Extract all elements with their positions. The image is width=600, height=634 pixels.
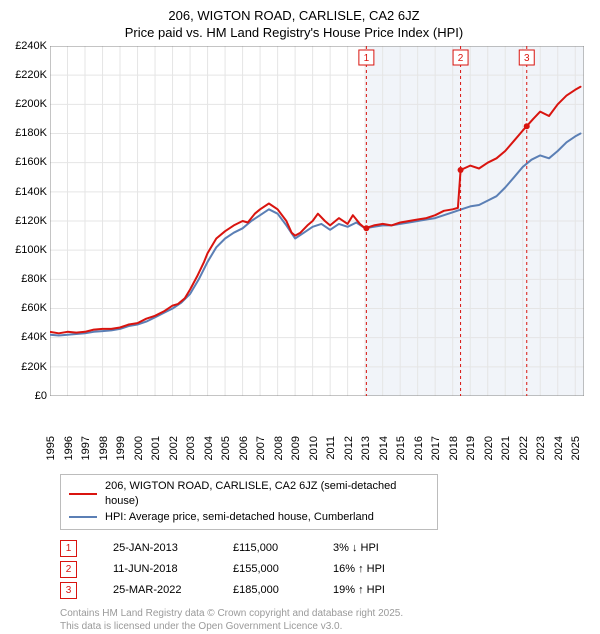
sale-date: 25-JAN-2013 — [113, 538, 233, 559]
x-axis-tick: 2001 — [148, 436, 162, 460]
x-axis-tick: 1995 — [43, 436, 57, 460]
x-axis-tick: 2007 — [253, 436, 267, 460]
x-axis-tick: 2019 — [463, 436, 477, 460]
y-axis-tick: £140K — [0, 186, 50, 198]
svg-text:1: 1 — [364, 53, 370, 64]
x-axis-tick: 2025 — [568, 436, 582, 460]
x-axis-tick: 2023 — [533, 436, 547, 460]
footer-line: This data is licensed under the Open Gov… — [60, 620, 588, 634]
sale-pct: 16% ↑ HPI — [333, 559, 443, 580]
y-axis-tick: £60K — [0, 302, 50, 314]
x-axis-tick: 2024 — [551, 436, 565, 460]
table-row: 1 25-JAN-2013 £115,000 3% ↓ HPI — [60, 538, 588, 559]
x-axis-tick: 2009 — [288, 436, 302, 460]
legend-item: 206, WIGTON ROAD, CARLISLE, CA2 6JZ (sem… — [69, 479, 429, 510]
legend-label: HPI: Average price, semi-detached house,… — [105, 510, 374, 525]
footer: Contains HM Land Registry data © Crown c… — [60, 607, 588, 634]
y-axis-tick: £220K — [0, 69, 50, 81]
footer-line: Contains HM Land Registry data © Crown c… — [60, 607, 588, 621]
x-axis-tick: 2013 — [358, 436, 372, 460]
x-axis-tick: 2012 — [341, 436, 355, 460]
svg-text:3: 3 — [524, 53, 530, 64]
sale-price: £185,000 — [233, 580, 333, 601]
y-axis-tick: £100K — [0, 244, 50, 256]
sale-pct: 3% ↓ HPI — [333, 538, 443, 559]
x-axis-tick: 2022 — [516, 436, 530, 460]
chart-area: 123 £0£20K£40K£60K£80K£100K£120K£140K£16… — [50, 46, 588, 436]
x-axis-tick: 2005 — [218, 436, 232, 460]
y-axis-tick: £40K — [0, 331, 50, 343]
x-axis-tick: 2004 — [201, 436, 215, 460]
sale-price: £115,000 — [233, 538, 333, 559]
x-axis-tick: 2003 — [183, 436, 197, 460]
sale-date: 11-JUN-2018 — [113, 559, 233, 580]
legend-label: 206, WIGTON ROAD, CARLISLE, CA2 6JZ (sem… — [105, 479, 429, 510]
sale-marker-box: 2 — [60, 561, 77, 578]
y-axis-tick: £20K — [0, 361, 50, 373]
y-axis-tick: £160K — [0, 156, 50, 168]
x-axis-tick: 2010 — [306, 436, 320, 460]
chart-subtitle: Price paid vs. HM Land Registry's House … — [0, 25, 588, 42]
x-axis-tick: 2017 — [428, 436, 442, 460]
table-row: 3 25-MAR-2022 £185,000 19% ↑ HPI — [60, 580, 588, 601]
x-axis-tick: 2000 — [131, 436, 145, 460]
x-axis-tick: 2016 — [411, 436, 425, 460]
sale-marker-box: 3 — [60, 582, 77, 599]
legend-swatch — [69, 516, 97, 518]
chart-title: 206, WIGTON ROAD, CARLISLE, CA2 6JZ — [0, 8, 588, 25]
sale-price: £155,000 — [233, 559, 333, 580]
svg-text:2: 2 — [458, 53, 464, 64]
x-axis-tick: 2006 — [236, 436, 250, 460]
x-axis-tick: 2008 — [271, 436, 285, 460]
x-axis-tick: 2020 — [481, 436, 495, 460]
x-axis-tick: 2018 — [446, 436, 460, 460]
sale-date: 25-MAR-2022 — [113, 580, 233, 601]
line-chart: 1 2 3 — [50, 46, 584, 396]
y-axis-tick: £120K — [0, 215, 50, 227]
x-axis-tick: 2011 — [323, 436, 337, 460]
sale-pct: 19% ↑ HPI — [333, 580, 443, 601]
y-axis-tick: £200K — [0, 98, 50, 110]
x-axis-tick: 1997 — [78, 436, 92, 460]
x-axis-tick: 1998 — [96, 436, 110, 460]
page-root: 206, WIGTON ROAD, CARLISLE, CA2 6JZ Pric… — [0, 0, 600, 590]
x-axis-tick: 1999 — [113, 436, 127, 460]
table-row: 2 11-JUN-2018 £155,000 16% ↑ HPI — [60, 559, 588, 580]
x-axis-tick: 2014 — [376, 436, 390, 460]
y-axis-tick: £180K — [0, 127, 50, 139]
legend-item: HPI: Average price, semi-detached house,… — [69, 510, 429, 525]
x-axis-tick: 2002 — [166, 436, 180, 460]
x-axis-tick: 2015 — [393, 436, 407, 460]
legend: 206, WIGTON ROAD, CARLISLE, CA2 6JZ (sem… — [60, 474, 438, 530]
x-axis-tick: 2021 — [498, 436, 512, 460]
sales-table: 1 25-JAN-2013 £115,000 3% ↓ HPI 2 11-JUN… — [60, 538, 588, 601]
legend-swatch — [69, 493, 97, 495]
x-axis-tick: 1996 — [61, 436, 75, 460]
sale-marker-box: 1 — [60, 540, 77, 557]
y-axis-tick: £240K — [0, 40, 50, 52]
y-axis-tick: £0 — [0, 390, 50, 402]
y-axis-tick: £80K — [0, 273, 50, 285]
